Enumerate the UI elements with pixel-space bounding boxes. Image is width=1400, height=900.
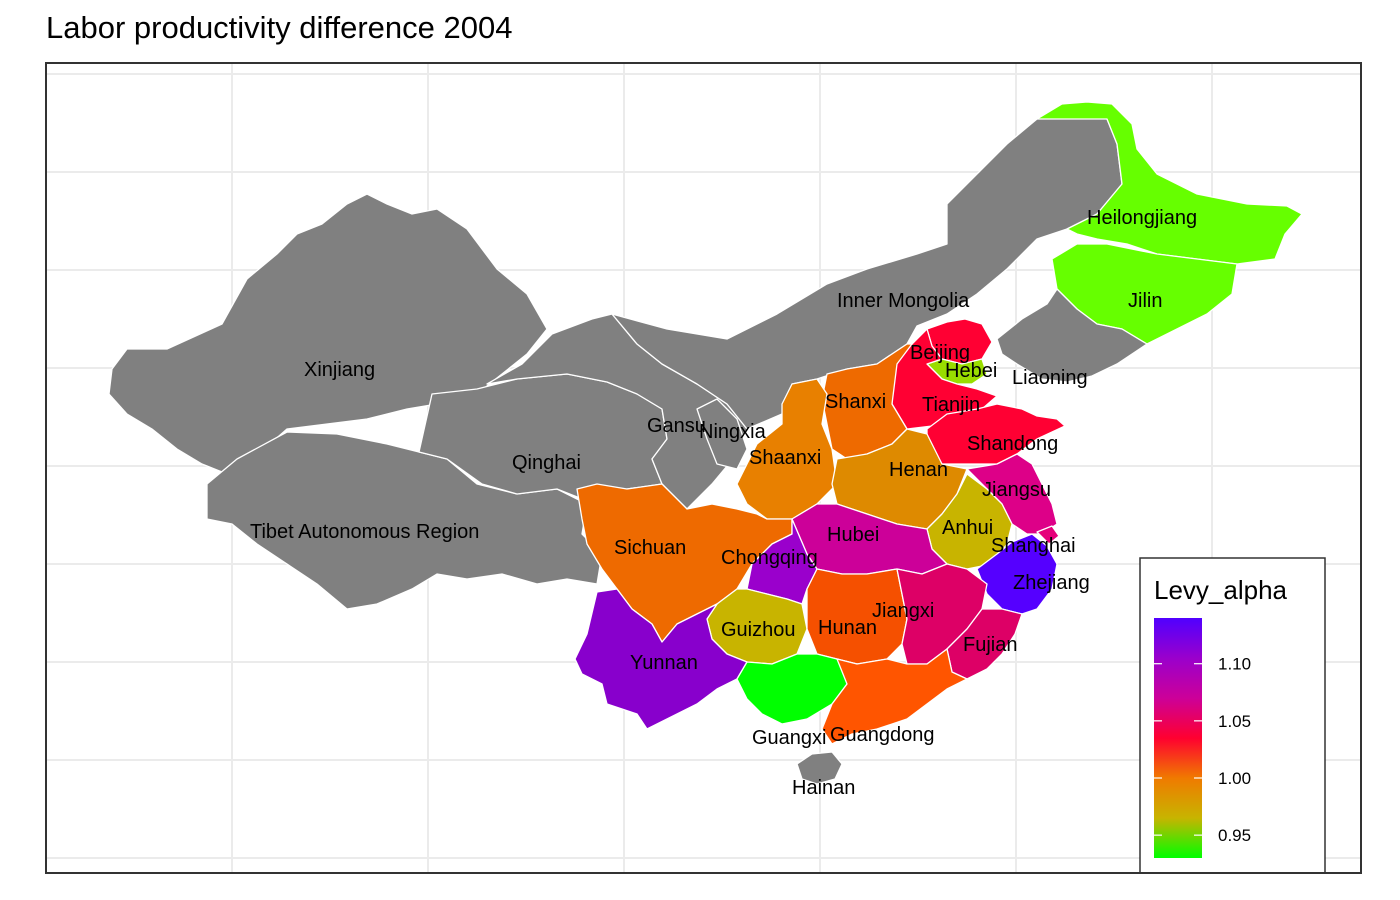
legend-title: Levy_alpha — [1154, 575, 1288, 605]
label-qinghai: Qinghai — [512, 452, 581, 474]
province-liaoning — [996, 288, 1148, 383]
province-shandong — [926, 403, 1066, 465]
label-beijing: Beijing — [910, 342, 970, 364]
label-anhui: Anhui — [942, 517, 993, 539]
province-tibet — [206, 431, 603, 610]
label-zhejiang: Zhejiang — [1013, 572, 1090, 594]
province-xinjiang — [108, 193, 548, 475]
province-ningxia — [696, 398, 748, 470]
province-tianjin — [891, 328, 998, 430]
province-labels: Xinjiang Tibet Autonomous Region Qinghai… — [250, 207, 1197, 799]
label-shandong: Shandong — [967, 433, 1058, 455]
legend: Levy_alpha 1.10 1.05 1.00 0.95 — [1139, 557, 1326, 872]
province-hainan — [796, 751, 843, 785]
label-shaanxi: Shaanxi — [749, 447, 821, 469]
label-liaoning: Liaoning — [1012, 367, 1088, 389]
label-hebei: Hebei — [945, 360, 997, 382]
province-heilongjiang — [1036, 101, 1303, 265]
label-tibet: Tibet Autonomous Region — [250, 521, 479, 543]
label-hubei: Hubei — [827, 524, 879, 546]
label-xinjiang: Xinjiang — [304, 359, 375, 381]
label-chongqing: Chongqing — [721, 547, 818, 569]
label-inner-mongolia: Inner Mongolia — [837, 290, 970, 312]
label-henan: Henan — [889, 459, 948, 481]
province-zhejiang — [976, 533, 1058, 615]
label-shanghai: Shanghai — [991, 535, 1076, 557]
label-yunnan: Yunnan — [630, 652, 698, 674]
label-hunan: Hunan — [818, 617, 877, 639]
legend-tick-label: 1.05 — [1218, 712, 1251, 731]
label-jiangxi: Jiangxi — [872, 600, 934, 622]
legend-tick-label: 1.10 — [1218, 655, 1251, 674]
label-sichuan: Sichuan — [614, 537, 686, 559]
label-jiangsu: Jiangsu — [982, 479, 1051, 501]
province-guangdong — [821, 648, 968, 745]
province-gansu — [486, 313, 748, 510]
map-svg: Xinjiang Tibet Autonomous Region Qinghai… — [47, 64, 1360, 872]
map-panel: Xinjiang Tibet Autonomous Region Qinghai… — [45, 62, 1362, 874]
label-heilongjiang: Heilongjiang — [1087, 207, 1197, 229]
label-guangxi: Guangxi — [752, 727, 827, 749]
label-gansu: Gansu — [647, 415, 706, 437]
province-shanghai — [1036, 525, 1060, 545]
legend-tick-label: 1.00 — [1218, 769, 1251, 788]
label-ningxia: Ningxia — [699, 421, 767, 443]
label-hainan: Hainan — [792, 777, 855, 799]
legend-ticks: 1.10 1.05 1.00 0.95 — [1154, 655, 1251, 845]
label-shanxi: Shanxi — [825, 391, 886, 413]
legend-colorbar — [1154, 618, 1202, 858]
label-fujian: Fujian — [963, 634, 1017, 656]
label-guizhou: Guizhou — [721, 619, 796, 641]
chart-title: Labor productivity difference 2004 — [46, 10, 513, 45]
label-tianjin: Tianjin — [922, 394, 980, 416]
label-jilin: Jilin — [1128, 290, 1162, 312]
label-guangdong: Guangdong — [830, 724, 935, 746]
legend-tick-label: 0.95 — [1218, 826, 1251, 845]
